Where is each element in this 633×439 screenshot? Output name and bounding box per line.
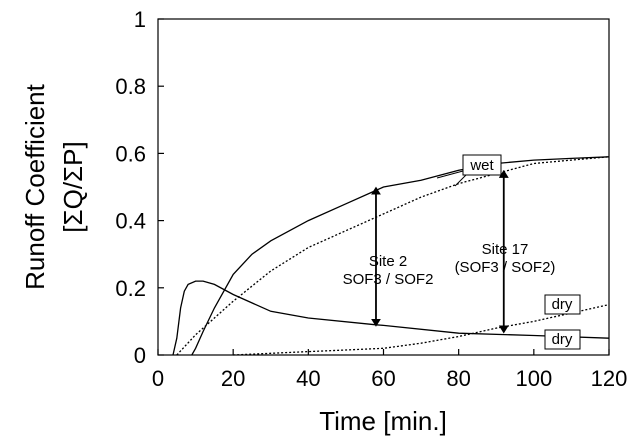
- y-tick-label: 0: [134, 343, 146, 368]
- y-tick-label: 0.2: [115, 276, 146, 301]
- x-tick-label: 60: [371, 366, 395, 391]
- site2-label-line1: Site 2: [369, 253, 407, 270]
- wet-leader-solid: [436, 170, 464, 179]
- series-layer: [172, 156, 610, 356]
- y-axis-ticks: 0 0.2 0.4 0.6 0.8 1: [115, 7, 164, 368]
- series-line-2: [191, 156, 610, 356]
- x-tick-label: 40: [296, 366, 320, 391]
- y-tick-label: 0.6: [115, 141, 146, 166]
- site17-label-line2: (SOF3 / SOF2): [455, 259, 556, 276]
- y-axis-label-line1: Runoff Coefficient: [20, 83, 50, 290]
- x-tick-label: 120: [591, 366, 628, 391]
- x-tick-label: 0: [152, 366, 164, 391]
- series-line-3: [176, 156, 610, 356]
- wet-label-box: [462, 154, 502, 176]
- x-tick-label: 20: [221, 366, 245, 391]
- dry-label-2: dry: [552, 331, 573, 348]
- dry-label-1: dry: [552, 296, 573, 313]
- site17-label-line1: Site 17: [482, 241, 529, 258]
- series-line-1: [172, 280, 610, 356]
- x-tick-label: 100: [515, 366, 552, 391]
- y-tick-label: 0.8: [115, 74, 146, 99]
- y-axis-label-line2: [ΣQ/ΣP]: [58, 141, 88, 232]
- annotation-arrows: [370, 169, 509, 334]
- x-tick-label: 80: [446, 366, 470, 391]
- dry-label-box-2: [544, 329, 581, 350]
- wet-leader-dotted: [454, 174, 467, 187]
- wet-label: wet: [469, 157, 494, 174]
- series-line-4: [233, 303, 610, 356]
- y-tick-label: 1: [134, 7, 146, 32]
- site2-label-line2: SOF3 / SOF2: [343, 271, 434, 288]
- dry-label-box-1: [544, 294, 581, 315]
- x-axis-ticks: 0 20 40 60 80 100 120: [152, 349, 627, 391]
- y-tick-label: 0.4: [115, 209, 146, 234]
- x-axis-label: Time [min.]: [319, 406, 447, 436]
